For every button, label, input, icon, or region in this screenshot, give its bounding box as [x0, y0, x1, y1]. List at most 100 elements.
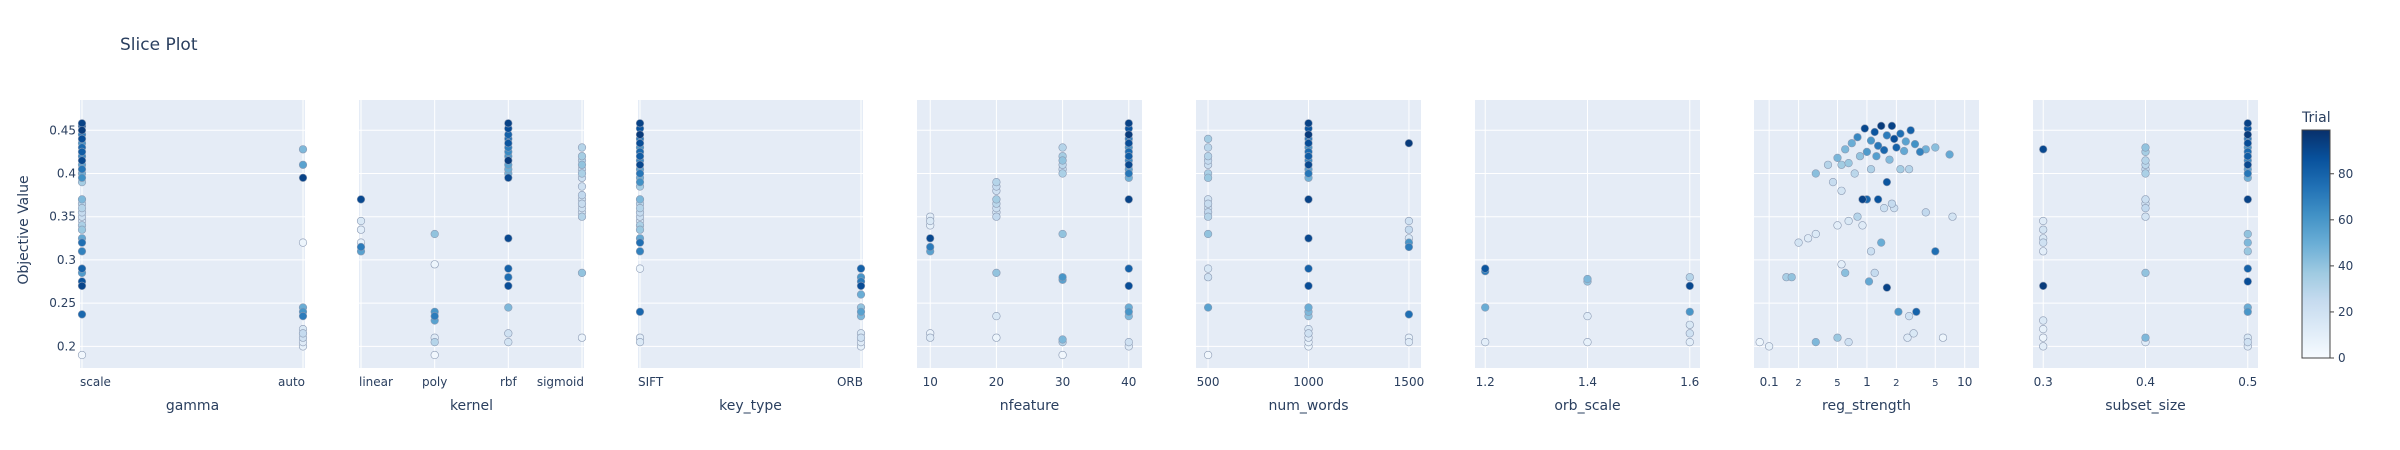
data-point — [1915, 147, 1925, 156]
data-point — [1404, 225, 1413, 234]
x-tick-label: poly — [422, 375, 447, 389]
x-tick-label: 1 — [1863, 375, 1871, 389]
data-point — [77, 310, 87, 319]
data-point — [77, 281, 87, 291]
x-tick-label: SIFT — [638, 375, 664, 389]
data-point — [577, 268, 587, 278]
data-point — [1124, 338, 1133, 347]
y-tick-label: 0.25 — [49, 296, 76, 310]
plot-area-gamma — [80, 100, 305, 368]
data-point — [1879, 204, 1889, 213]
data-point — [77, 156, 87, 165]
data-point — [2243, 139, 2252, 148]
data-point — [635, 152, 645, 161]
data-point — [635, 160, 645, 169]
data-point — [992, 178, 1001, 187]
data-point — [1124, 264, 1133, 273]
data-point — [504, 139, 513, 148]
data-point — [356, 216, 366, 226]
data-point — [1858, 221, 1867, 230]
data-point — [635, 225, 645, 234]
panel-subset_size: 0.3 0.4 0.5 subset_size — [2033, 100, 2258, 414]
data-point — [1203, 199, 1213, 208]
data-point — [504, 329, 513, 338]
data-point — [2243, 247, 2252, 256]
data-point — [2243, 307, 2252, 316]
data-point — [926, 333, 935, 342]
data-point — [77, 134, 87, 143]
data-point — [2243, 119, 2252, 128]
x-tick-label: 10 — [923, 375, 938, 389]
data-point — [504, 338, 513, 347]
data-point — [1912, 307, 1921, 316]
data-point — [2243, 195, 2252, 204]
panel-num_words: 500 1000 1500 num_words — [1196, 100, 1424, 414]
data-point — [2039, 333, 2048, 342]
data-point — [1903, 333, 1912, 342]
data-point — [430, 350, 439, 360]
data-point — [1583, 338, 1592, 347]
x-tick-label: 1500 — [1394, 375, 1425, 389]
data-point — [1847, 139, 1856, 148]
data-point — [1910, 140, 1920, 149]
x-tick-label: 500 — [1197, 375, 1220, 389]
data-point — [1124, 160, 1133, 169]
colorbar-tick-label: 60 — [2338, 213, 2353, 227]
data-point — [2141, 143, 2150, 152]
x-axis-title-num_words: num_words — [1268, 398, 1348, 414]
data-point — [992, 333, 1001, 342]
y-tick-label: 0.3 — [57, 253, 76, 267]
data-point — [1304, 152, 1313, 161]
data-point — [1304, 139, 1313, 148]
data-point — [1203, 143, 1213, 152]
x-tick-label: 2 — [1893, 378, 1899, 389]
data-point — [1203, 173, 1213, 182]
data-point — [1948, 212, 1957, 221]
data-point — [298, 145, 308, 154]
data-point — [992, 195, 1001, 204]
data-point — [1931, 143, 1940, 152]
data-point — [1887, 199, 1896, 208]
data-point — [1304, 119, 1313, 128]
data-point — [1124, 130, 1133, 139]
data-point — [1685, 281, 1694, 291]
data-point — [1938, 333, 1948, 342]
data-point — [1304, 303, 1313, 312]
x-tick-label: ORB — [837, 375, 863, 389]
data-point — [2243, 229, 2252, 239]
data-point — [1203, 134, 1213, 143]
data-point — [1909, 329, 1918, 338]
data-point — [1896, 165, 1905, 174]
data-point — [1124, 119, 1133, 128]
data-point — [2243, 160, 2252, 169]
data-point — [635, 139, 645, 148]
data-point — [298, 329, 308, 338]
data-point — [635, 204, 645, 213]
data-point — [1904, 165, 1914, 174]
data-point — [504, 273, 513, 282]
data-point — [1203, 152, 1213, 161]
data-point — [504, 281, 513, 291]
x-axis-title-key_type: key_type — [719, 398, 782, 414]
data-point — [2243, 152, 2252, 161]
data-point — [635, 178, 645, 187]
data-point — [1583, 312, 1592, 321]
data-point — [1124, 169, 1133, 178]
data-point — [430, 338, 439, 347]
data-point — [577, 191, 587, 200]
data-point — [1203, 212, 1213, 221]
data-point — [77, 147, 87, 156]
data-point — [2039, 342, 2048, 351]
data-point — [430, 229, 439, 239]
data-point — [430, 312, 439, 321]
data-point — [1866, 165, 1876, 174]
data-point — [1058, 335, 1067, 344]
data-point — [1879, 146, 1889, 155]
data-point — [1894, 307, 1903, 316]
data-point — [1304, 281, 1313, 291]
data-point — [1866, 247, 1876, 256]
data-point — [992, 212, 1001, 221]
data-point — [1583, 274, 1592, 284]
x-tick-label: 30 — [1055, 375, 1070, 389]
data-point — [577, 333, 587, 342]
